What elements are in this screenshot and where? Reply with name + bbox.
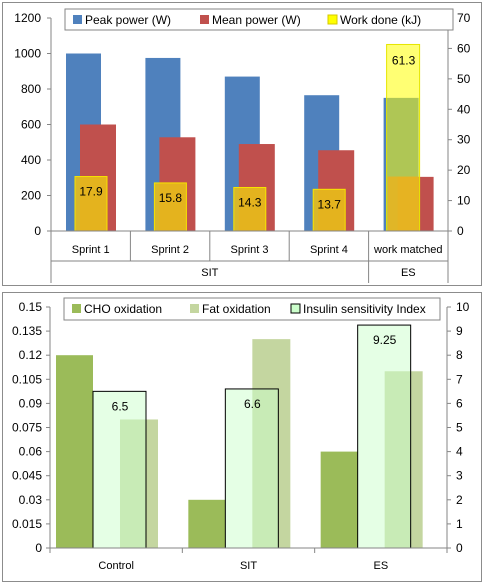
y-tick-label-left: 0.075 [12,421,42,435]
chart-panel-power: 0 200 400 600 800 1000 1200 0 10 20 30 40 50 60 70 17.9… [2,2,482,286]
category-label-work-matched: work matched [373,244,442,256]
data-label-insulin-sensitivity-index: 6.6 [244,397,261,411]
y-tick-label-right: 0 [456,541,463,555]
y-tick-label-left: 0.15 [19,300,43,314]
y-tick-label-left: 0.045 [12,469,42,483]
y-tick-label-right: 20 [457,163,471,177]
bar-insulin-sensitivity-index [92,390,147,549]
y-tick-label-left: 800 [21,82,41,96]
y-tick-label-left: 0 [34,224,41,238]
y-tick-label-left: 400 [21,153,41,167]
y-tick-label-right: 7 [456,372,463,386]
category-label-sprint-4: Sprint 4 [310,244,348,256]
y-tick-label-right: 5 [456,421,463,435]
group-label-sit: SIT [201,267,218,279]
y-tick-label-left: 1000 [14,47,41,61]
bar-cho-oxidation [320,451,358,548]
bar-insulin-sensitivity-index [357,324,412,549]
y-tick-label-right: 0 [457,224,464,238]
data-label-insulin-sensitivity-index: 9.25 [373,333,397,347]
y-tick-label-left: 0.105 [12,372,42,386]
y-tick-label-right: 70 [457,11,471,25]
data-label-work-done: 13.7 [318,197,342,211]
bar-cho-oxidation [56,355,93,548]
y-tick-label-right: 30 [457,133,471,147]
category-label-sprint-3: Sprint 3 [231,244,269,256]
y-tick-label-left: 0.015 [12,517,42,531]
y-tick-label-right: 1 [456,517,463,531]
bar-work-done [312,188,346,232]
category-label-sprint-1: Sprint 1 [72,244,110,256]
y-tick-label-right: 9 [456,324,463,338]
legend-swatch-insulin-sensitivity-index [290,303,301,314]
legend-swatch-work-done-kj [327,14,338,25]
y-tick-label-left: 1200 [14,11,41,25]
bar-work-done [153,182,187,232]
y-tick-label-left: 0.03 [19,493,43,507]
y-tick-label-left: 0.135 [12,324,42,338]
legend-label-peak-power-w: Peak power (W) [85,13,171,27]
bar-work-done [74,176,108,232]
legend [63,297,441,321]
legend-label-work-done-kj: Work done (kJ) [340,13,421,27]
legend-label-cho-oxidation: CHO oxidation [84,302,162,316]
group-label-es: ES [401,267,416,279]
category-label-sit: SIT [240,560,257,572]
legend-label-insulin-sensitivity-index: Insulin sensitivity Index [303,302,426,316]
category-label-sprint-2: Sprint 2 [151,244,189,256]
legend-label-fat-oxidation: Fat oxidation [202,302,271,316]
y-tick-label-right: 8 [456,348,463,362]
bar-cho-oxidation [188,499,226,548]
power-chart: 0 200 400 600 800 1000 1200 0 10 20 30 40 50 60 70 17.9… [14,8,471,283]
category-label-es: ES [373,560,388,572]
y-tick-label-right: 6 [456,396,463,410]
y-tick-label-left: 0.06 [19,445,43,459]
y-tick-label-right: 2 [456,493,463,507]
bar-work-done [233,186,267,232]
y-tick-label-left: 0 [35,541,42,555]
y-tick-label-right: 60 [457,41,471,55]
y-tick-label-left: 600 [21,118,41,132]
y-tick-label-right: 10 [457,194,471,208]
data-label-insulin-sensitivity-index: 6.5 [112,399,129,413]
y-tick-label-left: 0.12 [19,348,43,362]
data-label-work-done: 14.3 [238,195,262,209]
y-tick-label-right: 50 [457,72,471,86]
y-tick-label-right: 4 [456,445,463,459]
bar-insulin-sensitivity-index [224,388,279,549]
y-tick-label-left: 200 [21,189,41,203]
legend-swatch-cho-oxidation [72,304,81,313]
category-label-control: Control [98,560,133,572]
chart-panel-oxidation: 0 0.015 0.03 0.045 0.06 0.075 0.09 0.105 0.12 0.1… [2,292,482,582]
y-tick-label-right: 3 [456,469,463,483]
y-tick-label-right: 40 [457,102,471,116]
legend [64,8,454,31]
bar-work-done-base [387,176,419,231]
legend-swatch-peak-power-w [73,15,82,24]
y-tick-label-right: 10 [456,300,470,314]
y-tick-label-left: 0.09 [19,396,43,410]
data-label-work-done: 17.9 [79,185,103,199]
data-label-work-done: 15.8 [159,191,183,205]
legend-swatch-mean-power-w [200,15,209,24]
legend-label-mean-power-w: Mean power (W) [212,13,301,27]
legend-swatch-fat-oxidation [190,304,199,313]
data-label-work-done: 61.3 [392,53,416,67]
oxidation-chart: 0 0.015 0.03 0.045 0.06 0.075 0.09 0.105 0.12 0.1… [12,297,470,572]
